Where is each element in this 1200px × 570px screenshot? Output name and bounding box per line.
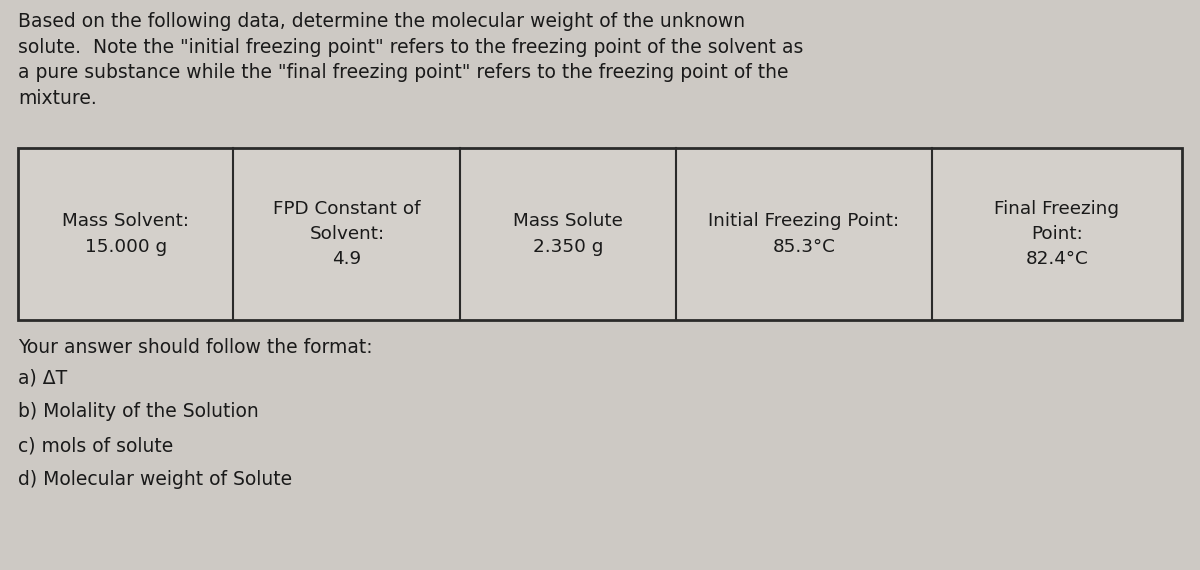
- Text: Your answer should follow the format:: Your answer should follow the format:: [18, 338, 373, 357]
- Text: a) ΔT: a) ΔT: [18, 368, 67, 387]
- Text: d) Molecular weight of Solute: d) Molecular weight of Solute: [18, 470, 292, 489]
- Text: c) mols of solute: c) mols of solute: [18, 436, 173, 455]
- Text: Based on the following data, determine the molecular weight of the unknown
solut: Based on the following data, determine t…: [18, 12, 803, 108]
- Text: Initial Freezing Point:
85.3°C: Initial Freezing Point: 85.3°C: [708, 213, 899, 255]
- Text: Mass Solute
2.350 g: Mass Solute 2.350 g: [514, 213, 623, 255]
- Text: FPD Constant of
Solvent:
4.9: FPD Constant of Solvent: 4.9: [274, 200, 420, 268]
- Text: b) Molality of the Solution: b) Molality of the Solution: [18, 402, 259, 421]
- Text: Final Freezing
Point:
82.4°C: Final Freezing Point: 82.4°C: [995, 200, 1120, 268]
- Bar: [18, 148, 1182, 320]
- Text: Mass Solvent:
15.000 g: Mass Solvent: 15.000 g: [62, 213, 190, 255]
